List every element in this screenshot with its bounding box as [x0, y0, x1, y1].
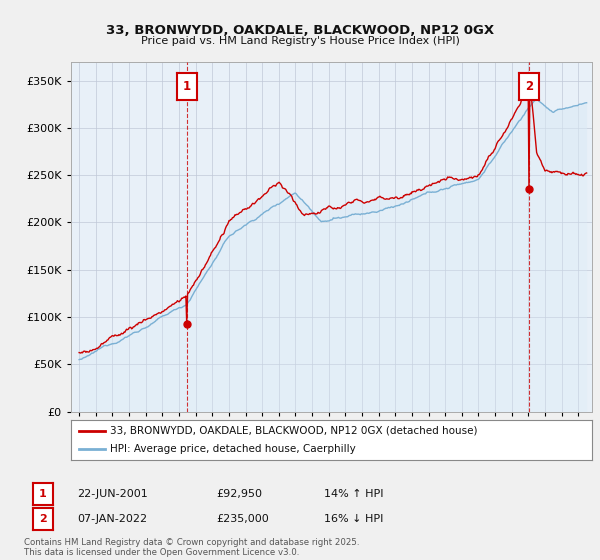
Text: Price paid vs. HM Land Registry's House Price Index (HPI): Price paid vs. HM Land Registry's House … [140, 36, 460, 46]
Text: 33, BRONWYDD, OAKDALE, BLACKWOOD, NP12 0GX: 33, BRONWYDD, OAKDALE, BLACKWOOD, NP12 0… [106, 24, 494, 36]
Text: Contains HM Land Registry data © Crown copyright and database right 2025.
This d: Contains HM Land Registry data © Crown c… [24, 538, 359, 557]
Text: 2: 2 [39, 514, 47, 524]
Text: £92,950: £92,950 [216, 489, 262, 499]
Text: 2: 2 [524, 80, 533, 92]
Text: £235,000: £235,000 [216, 514, 269, 524]
Text: HPI: Average price, detached house, Caerphilly: HPI: Average price, detached house, Caer… [110, 445, 356, 454]
Text: 1: 1 [183, 80, 191, 92]
Text: 22-JUN-2001: 22-JUN-2001 [77, 489, 148, 499]
Text: 07-JAN-2022: 07-JAN-2022 [77, 514, 147, 524]
Text: 33, BRONWYDD, OAKDALE, BLACKWOOD, NP12 0GX (detached house): 33, BRONWYDD, OAKDALE, BLACKWOOD, NP12 0… [110, 426, 478, 436]
Text: 16% ↓ HPI: 16% ↓ HPI [324, 514, 383, 524]
Text: 1: 1 [39, 489, 47, 499]
Text: 14% ↑ HPI: 14% ↑ HPI [324, 489, 383, 499]
